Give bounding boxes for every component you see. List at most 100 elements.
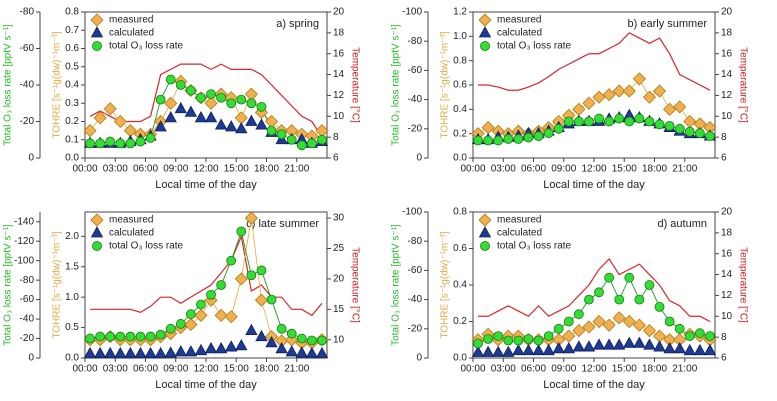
- x-tick-label: 00:00: [72, 164, 97, 175]
- marker-circle: [584, 294, 594, 305]
- marker-triangle: [481, 345, 495, 357]
- y-tick-label: 0.5: [65, 322, 79, 333]
- y3-tick-label: -60: [20, 294, 35, 305]
- marker-circle: [317, 134, 327, 145]
- x-tick-label: 18:00: [642, 364, 667, 375]
- y-tick-label: 0.0: [65, 353, 79, 364]
- x-axis-label: Local time of the day: [543, 379, 645, 391]
- marker-triangle: [204, 342, 218, 354]
- legend-entry: calculated: [90, 226, 154, 239]
- marker-triangle: [478, 226, 492, 238]
- legend-label: calculated: [109, 228, 154, 239]
- y3-tick-label: -100: [402, 207, 422, 218]
- marker-triangle: [225, 120, 238, 132]
- marker-diamond: [254, 293, 269, 307]
- x-tick-label: 09:00: [163, 364, 188, 375]
- y-tick-label: 1.5: [65, 261, 79, 272]
- panel: 00:00 03:00 06:00 09:00 12:00 15:00 18:00 21:00…: [391, 207, 749, 391]
- y2-tick-label: 16: [721, 248, 733, 259]
- y3-tick-label: -40: [408, 94, 423, 105]
- marker-circle: [624, 116, 635, 127]
- marker-circle: [155, 329, 166, 340]
- x-tick-label: 18:00: [254, 164, 279, 175]
- marker-circle: [92, 241, 102, 251]
- x-tick-label: 00:00: [72, 364, 97, 375]
- y-tick-label: 0.8: [453, 55, 467, 66]
- legend-entry: measured: [478, 13, 541, 27]
- x-tick-label: 21:00: [672, 164, 697, 175]
- marker-circle: [216, 280, 227, 290]
- marker-circle: [604, 272, 615, 283]
- marker-circle: [175, 319, 186, 329]
- y-tick-label: 0.3: [65, 98, 79, 109]
- y3-tick-label: -40: [20, 80, 35, 91]
- x-tick-label: 06:00: [521, 164, 546, 175]
- marker-circle: [553, 323, 564, 334]
- marker-circle: [286, 134, 297, 145]
- marker-diamond: [602, 88, 616, 102]
- marker-triangle: [225, 340, 238, 352]
- marker-circle: [503, 335, 514, 346]
- x-tick-label: 21:00: [672, 364, 697, 375]
- marker-circle: [85, 138, 95, 149]
- y-tick-label: 0.8: [65, 7, 79, 18]
- marker-diamond: [673, 100, 687, 114]
- x-tick-label: 12:00: [193, 364, 218, 375]
- y2-tick-label: 14: [721, 69, 733, 80]
- marker-circle: [266, 125, 277, 136]
- marker-diamond: [164, 96, 178, 110]
- marker-circle: [246, 270, 257, 281]
- marker-circle: [317, 335, 327, 346]
- y-tick-label: 0.0: [453, 353, 467, 364]
- marker-circle: [573, 116, 584, 127]
- temperature-line: [478, 32, 711, 91]
- marker-circle: [674, 323, 685, 334]
- marker-circle: [185, 309, 196, 320]
- y3-tick-label: -60: [408, 265, 423, 276]
- x-tick-label: 12:00: [581, 164, 606, 175]
- marker-diamond: [572, 102, 586, 116]
- marker-triangle: [184, 345, 198, 357]
- marker-diamond: [478, 213, 492, 227]
- y-tick-label: 1.0: [65, 292, 79, 303]
- marker-triangle: [245, 114, 258, 126]
- legend-label: total O₃ loss rate: [497, 241, 572, 252]
- y3-tick-label: -60: [20, 43, 35, 54]
- x-tick-label: 15:00: [612, 364, 637, 375]
- y2-tick-label: 10: [333, 334, 345, 345]
- y-tick-label: 0.1: [65, 134, 79, 145]
- marker-circle: [296, 333, 307, 344]
- y3-tick-label: 0: [416, 353, 422, 364]
- marker-circle: [175, 80, 186, 90]
- marker-circle: [705, 131, 715, 142]
- y-tick-label: 0.7: [65, 25, 79, 36]
- marker-circle: [306, 138, 317, 149]
- marker-circle: [493, 331, 504, 342]
- y3-tick-label: -20: [20, 333, 35, 344]
- y-tick-label: 0.8: [453, 207, 467, 218]
- marker-triangle: [144, 346, 157, 359]
- marker-diamond: [83, 124, 97, 138]
- x-tick-label: 21:00: [284, 364, 309, 375]
- legend-label: measured: [497, 215, 541, 226]
- temperature-line: [89, 63, 323, 138]
- legend-entry: calculated: [478, 26, 542, 39]
- y3-tick-label: -40: [408, 294, 423, 305]
- marker-triangle: [214, 118, 228, 130]
- marker-circle: [480, 241, 490, 251]
- temperature-line: [478, 257, 711, 323]
- y-tick-label: 0.0: [65, 153, 79, 164]
- marker-diamond: [622, 314, 636, 329]
- legend-entry: total O₃ loss rate: [480, 41, 572, 52]
- marker-circle: [483, 334, 494, 344]
- legend-label: total O₃ loss rate: [109, 241, 184, 252]
- marker-diamond: [572, 324, 586, 338]
- marker-circle: [296, 140, 307, 151]
- marker-circle: [664, 316, 675, 327]
- marker-circle: [125, 138, 136, 149]
- y2-tick-label: 20: [333, 7, 345, 18]
- y2-tick-label: 14: [333, 69, 345, 80]
- marker-circle: [165, 74, 176, 85]
- marker-triangle: [90, 26, 104, 38]
- y2-tick-label: 12: [333, 90, 345, 101]
